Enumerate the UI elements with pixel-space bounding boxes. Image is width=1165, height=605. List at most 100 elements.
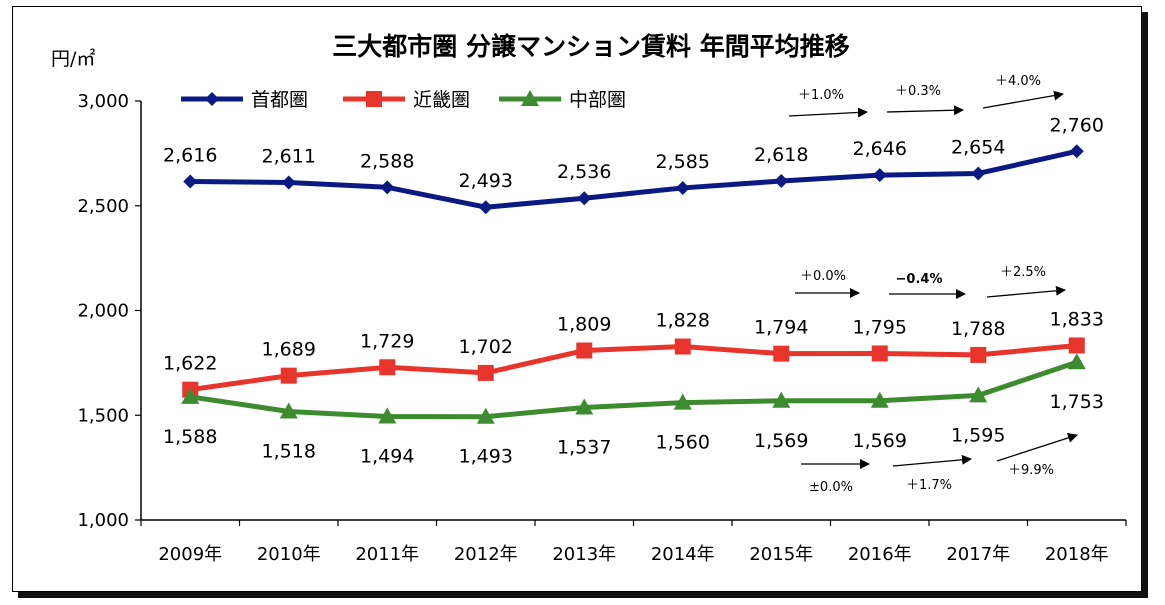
line-chart: 三大都市圏 分譲マンション賃料 年間平均推移 円/㎡ 1,000 1,500 2,0…	[51, 32, 1127, 565]
data-point	[183, 174, 198, 189]
data-point	[673, 393, 692, 410]
data-point	[575, 398, 594, 415]
data-point	[576, 342, 593, 359]
data-label: 1,689	[262, 339, 316, 361]
data-label: 1,518	[262, 440, 316, 462]
series-line	[190, 148, 1078, 210]
data-label: 2,536	[557, 161, 611, 183]
data-label: 1,809	[557, 314, 611, 336]
series-layer: 2,616 2,611 2,588 2,493 2,536 2,585 2,618 2,646…	[163, 114, 1104, 467]
legend-entry: 近畿圏	[413, 89, 470, 111]
data-point	[577, 191, 592, 206]
legend-marker	[366, 91, 382, 107]
legend-entry: 首都圏	[251, 89, 308, 111]
change-label: ＋0.0%	[800, 269, 846, 284]
data-label: 1,569	[754, 430, 808, 452]
change-label: −0.4%	[896, 272, 943, 287]
data-point	[1067, 353, 1086, 370]
data-point	[971, 166, 986, 181]
x-tick-label: 2014年	[651, 544, 715, 565]
data-label: 1,828	[656, 310, 710, 332]
data-point	[380, 180, 395, 195]
data-label: 1,795	[853, 316, 907, 338]
change-arrow	[892, 454, 972, 467]
data-label: 1,493	[459, 446, 513, 468]
series-2: 1,622 1,689 1,729 1,702 1,809 1,828 1,794 1,795…	[163, 308, 1104, 398]
annotation-layer: ＋1.0% ＋0.3% ＋4.0% ＋0.0% −0.4% ＋2.5% ±0.0% ＋1.7%…	[788, 74, 1078, 495]
data-point	[773, 345, 790, 362]
data-label: 2,588	[360, 150, 414, 172]
change-label: ＋9.9%	[1008, 463, 1054, 478]
data-point	[1068, 337, 1085, 354]
x-tick-label: 2009年	[158, 544, 222, 565]
data-point	[477, 364, 494, 381]
data-point	[476, 407, 495, 424]
y-tick-label: 3,000	[77, 91, 129, 112]
data-label: 2,616	[163, 144, 217, 166]
data-label: 2,654	[951, 136, 1005, 158]
change-label: ＋1.0%	[798, 88, 844, 103]
chart-frame: 三大都市圏 分譲マンション賃料 年間平均推移 円/㎡ 1,000 1,500 2,0…	[12, 6, 1142, 592]
data-point	[675, 180, 690, 195]
series-line	[189, 342, 1077, 393]
y-tick-label: 2,000	[77, 301, 129, 322]
y-tick-label: 1,000	[77, 510, 129, 531]
change-arrow	[886, 105, 964, 116]
x-tick-label: 2011年	[355, 544, 419, 565]
data-label: 1,560	[656, 432, 710, 454]
data-label: 2,585	[656, 151, 710, 173]
data-point	[379, 359, 396, 376]
change-arrow	[982, 90, 1064, 109]
x-tick-label: 2010年	[257, 544, 321, 565]
series-1: 2,616 2,611 2,588 2,493 2,536 2,585 2,618 2,646…	[163, 114, 1104, 215]
data-label: 1,794	[754, 317, 808, 339]
data-label: 2,618	[754, 144, 808, 166]
chart-title: 三大都市圏 分譲マンション賃料 年間平均推移	[332, 32, 849, 61]
data-point	[871, 345, 888, 362]
x-tick-label: 2015年	[749, 544, 813, 565]
data-point	[279, 402, 298, 419]
change-label: ＋2.5%	[1000, 265, 1046, 280]
data-point	[772, 391, 791, 408]
data-label: 1,595	[951, 424, 1005, 446]
data-label: 1,537	[557, 436, 611, 458]
data-point	[478, 200, 493, 215]
data-label: 2,646	[853, 138, 907, 160]
data-label: 1,494	[360, 446, 414, 468]
change-annotations-capital: ＋1.0% ＋0.3% ＋4.0%	[788, 74, 1064, 118]
data-label: 1,753	[1050, 391, 1104, 413]
data-label: 2,760	[1050, 114, 1104, 136]
y-tick-label: 2,500	[77, 196, 129, 217]
legend-marker	[521, 90, 539, 106]
change-label: ＋1.7%	[906, 478, 952, 493]
change-arrow	[986, 285, 1066, 298]
change-label: ＋4.0%	[995, 74, 1041, 89]
change-arrow	[788, 107, 868, 118]
axes: 1,000 1,500 2,000 2,500 3,000 2009年 2010年 2011年…	[77, 91, 1127, 565]
data-label: 1,702	[459, 336, 513, 358]
data-label: 2,611	[262, 145, 316, 167]
data-point	[281, 175, 296, 190]
data-label: 1,569	[853, 430, 907, 452]
data-point	[774, 174, 789, 189]
x-tick-label: 2013年	[552, 544, 616, 565]
data-point	[378, 407, 397, 424]
x-tick-label: 2017年	[946, 544, 1010, 565]
change-annotations-chubu: ±0.0% ＋1.7% ＋9.9%	[801, 433, 1078, 495]
data-point	[280, 367, 297, 384]
legend: 首都圏 近畿圏 中部圏	[181, 89, 626, 111]
data-label: 1,588	[163, 426, 217, 448]
change-arrow	[996, 433, 1078, 462]
data-point	[674, 338, 691, 355]
data-label: 1,729	[360, 330, 414, 352]
data-point	[970, 346, 987, 363]
change-label: ＋0.3%	[895, 84, 941, 99]
data-point	[870, 391, 889, 408]
data-label: 1,622	[163, 353, 217, 375]
data-point	[1069, 144, 1084, 159]
x-tick-label: 2012年	[454, 544, 518, 565]
data-point	[969, 386, 988, 403]
data-point	[181, 387, 200, 404]
data-label: 1,788	[951, 318, 1005, 340]
series-line	[189, 359, 1078, 420]
